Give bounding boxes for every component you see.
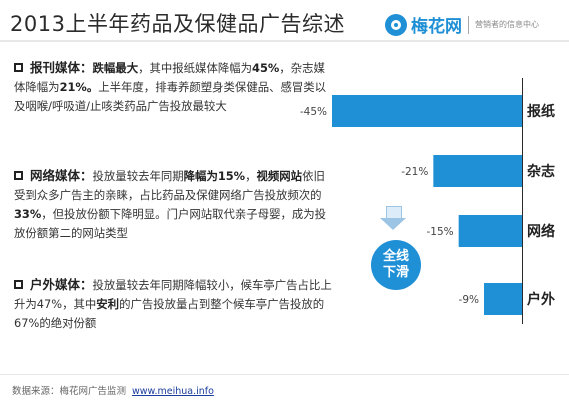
section-text-fragment: 降幅为15% [183, 169, 246, 183]
section-heading: 网络媒体： [30, 168, 93, 183]
bullet-square-icon [14, 280, 23, 289]
section-heading: 报刊媒体： [30, 60, 93, 75]
footer-divider [0, 374, 569, 375]
category-label: 户外 [527, 291, 555, 308]
section-text-fragment: 21%。 [59, 80, 99, 94]
footer-source: 数据来源：梅花网广告监测 [12, 386, 127, 397]
section-text-fragment: ， [245, 169, 257, 183]
bar-value-label: -45% [300, 106, 327, 118]
callout-badge: 全线下滑 [371, 240, 421, 290]
brand: 梅花网 营销者的信息中心 [385, 12, 539, 37]
section-online-media: 网络媒体：投放量较去年同期降幅为15%，视频网站依旧受到众多广告主的亲睐，占比药… [14, 166, 332, 243]
bar-2 [458, 215, 522, 247]
section-text-fragment: 视频网站 [256, 169, 303, 183]
section-body: 跌幅最大，其中报纸媒体降幅为45%，杂志媒体降幅为21%。上半年度，排毒养颜塑身… [14, 61, 326, 113]
bar-3 [484, 283, 522, 315]
category-label: 杂志 [527, 163, 555, 180]
section-heading: 户外媒体： [30, 277, 93, 292]
footer-link[interactable]: www.meihua.info [132, 386, 214, 397]
category-label: 网络 [527, 223, 555, 240]
section-text-fragment: ，但投放份额下降明显。门户网站取代亲子母婴，成为投放份额第二的网站类型 [14, 207, 327, 240]
footer: 数据来源：梅花网广告监测 www.meihua.info [12, 383, 214, 397]
section-text-fragment: 投放量较去年同期 [92, 169, 184, 183]
bullet-square-icon [14, 171, 23, 180]
section-body: 投放量较去年同期降幅较小，候车亭广告占比上升为47%，其中安利的广告投放量占到整… [14, 278, 332, 330]
section-text-fragment: 33% [14, 207, 42, 221]
brand-name: 梅花网 [411, 17, 462, 37]
section-body: 投放量较去年同期降幅为15%，视频网站依旧受到众多广告主的亲睐，占比药品及保健网… [14, 169, 326, 240]
section-text-fragment: 的广告投放量占到整个候车亭广告投放的67%的绝对份额 [14, 297, 325, 330]
category-label: 报纸 [527, 103, 555, 120]
section-text-fragment: ，杂志媒体降幅为 [14, 61, 325, 94]
page-title: 2013上半年药品及保健品广告综述 [10, 12, 345, 36]
bar-value-label: -9% [459, 294, 479, 306]
bar-0 [332, 95, 522, 127]
meihua-logo-icon [385, 13, 407, 36]
bullet-square-icon [14, 63, 23, 72]
section-text-fragment: 依旧受到众多广告主的亲睐，占比药品及保健网络广告投放频次的 [14, 169, 325, 202]
section-outdoor-media: 户外媒体：投放量较去年同期降幅较小，候车亭广告占比上升为47%，其中安利的广告投… [14, 275, 332, 333]
brand-slogan: 营销者的信息中心 [475, 20, 539, 29]
bar-value-label: -21% [401, 166, 428, 178]
bar-value-label: -15% [427, 226, 454, 238]
brand-divider [468, 15, 469, 34]
section-print-media: 报刊媒体：跌幅最大，其中报纸媒体降幅为45%，杂志媒体降幅为21%。上半年度，排… [14, 58, 332, 116]
chart-zero-axis [522, 78, 523, 324]
section-text-fragment: 跌幅最大 [92, 61, 139, 75]
section-text-fragment: 投放量较去年同期降幅较小，候车亭广告占比上升为47%，其中 [14, 278, 332, 311]
callout-text: 全线下滑 [382, 249, 409, 280]
section-text-fragment: 45% [252, 61, 280, 75]
section-text-fragment: 上半年度，排毒养颜塑身类保健品、感冒类以及咽喉/呼吸道/止咳类药品广告投放最较大 [14, 80, 327, 113]
section-text-fragment: ，其中报纸媒体降幅为 [138, 61, 253, 75]
header-divider [0, 40, 569, 42]
section-text-fragment: 安利 [96, 297, 120, 311]
bar-1 [433, 155, 522, 187]
